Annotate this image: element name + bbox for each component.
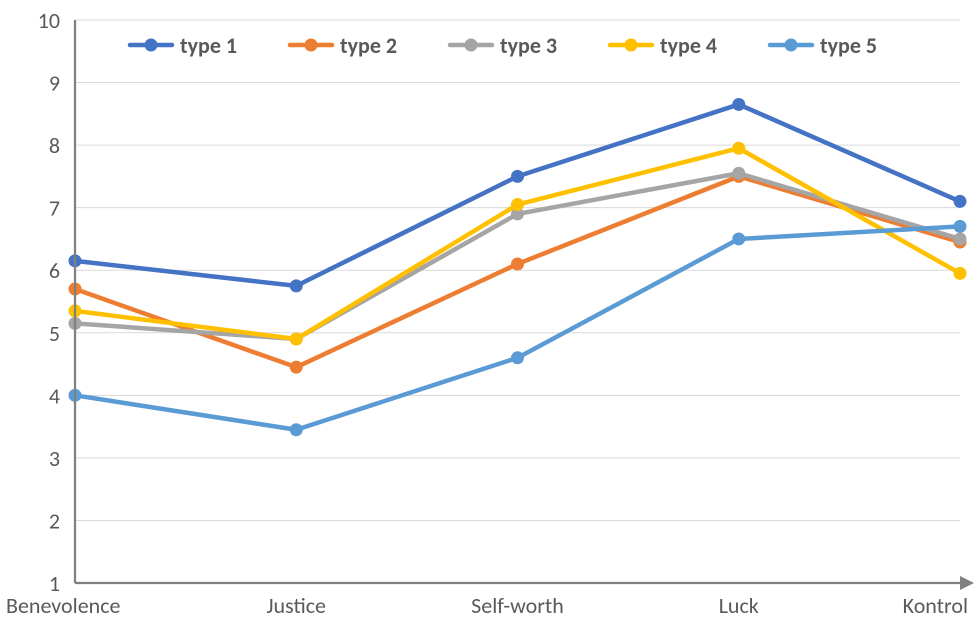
legend-label: type 3: [500, 32, 557, 59]
legend-label: type 4: [660, 32, 717, 59]
series-marker: [511, 170, 524, 183]
legend-label: type 5: [820, 32, 877, 59]
legend-sample-marker: [785, 39, 798, 52]
series-marker: [511, 257, 524, 270]
series-marker: [290, 279, 303, 292]
series-marker: [511, 351, 524, 364]
series-marker: [954, 220, 967, 233]
x-tick-label: Benevolence: [6, 592, 121, 619]
x-tick-label: Self-worth: [471, 592, 564, 619]
y-tick-label: 7: [49, 195, 60, 222]
y-tick-label: 6: [49, 257, 60, 284]
line-chart: 12345678910BenevolenceJusticeSelf-worthL…: [0, 0, 974, 636]
legend-label: type 1: [180, 32, 237, 59]
series-marker: [732, 98, 745, 111]
legend-sample-marker: [465, 39, 478, 52]
legend-sample-marker: [305, 39, 318, 52]
x-tick-label: Kontrol: [903, 592, 968, 619]
series-marker: [290, 423, 303, 436]
y-tick-label: 3: [49, 445, 60, 472]
y-tick-label: 4: [49, 382, 60, 409]
y-tick-label: 5: [49, 320, 60, 347]
series-marker: [290, 333, 303, 346]
x-tick-label: Luck: [719, 592, 759, 619]
legend-label: type 2: [340, 32, 397, 59]
series-marker: [511, 198, 524, 211]
legend-sample-marker: [625, 39, 638, 52]
y-tick-label: 8: [49, 132, 60, 159]
y-tick-label: 2: [49, 507, 60, 534]
series-marker: [954, 232, 967, 245]
series-marker: [732, 142, 745, 155]
series-marker: [732, 232, 745, 245]
series-marker: [290, 361, 303, 374]
y-tick-label: 9: [49, 70, 60, 97]
y-tick-label: 10: [38, 7, 60, 34]
series-marker: [954, 195, 967, 208]
chart-svg: 12345678910BenevolenceJusticeSelf-worthL…: [0, 0, 974, 636]
series-marker: [954, 267, 967, 280]
series-marker: [732, 167, 745, 180]
legend-sample-marker: [145, 39, 158, 52]
x-tick-label: Justice: [267, 592, 326, 619]
